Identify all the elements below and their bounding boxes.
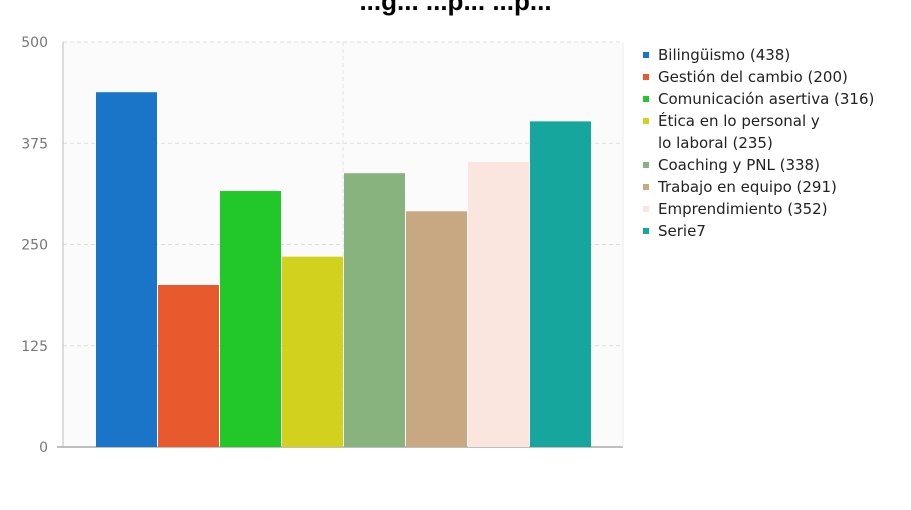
legend-swatch — [643, 228, 649, 234]
legend-label: lo laboral (235) — [658, 134, 773, 152]
legend-item: Comunicación asertiva (316) — [641, 88, 874, 110]
legend-label: Bilingüismo (438) — [658, 46, 791, 64]
y-tick-label: 250 — [21, 238, 48, 254]
legend-label: Ética en lo personal y — [658, 112, 820, 130]
bar-3 — [220, 191, 281, 447]
legend-swatch — [643, 74, 649, 80]
bar-1 — [96, 92, 157, 447]
legend-item: Gestión del cambio (200) — [641, 66, 874, 88]
legend-item: Serie7 — [641, 220, 874, 242]
legend-label: Serie7 — [658, 222, 706, 240]
legend-label: Comunicación asertiva (316) — [658, 90, 875, 108]
legend-label: Coaching y PNL (338) — [658, 156, 820, 174]
legend-label: Gestión del cambio (200) — [658, 68, 848, 86]
legend-item: Bilingüismo (438) — [641, 44, 874, 66]
bar-7 — [468, 161, 529, 447]
legend-item: Trabajo en equipo (291) — [641, 176, 874, 198]
chart-title: ...g... ...p... ...p... — [359, 0, 552, 16]
bar-6 — [406, 211, 467, 447]
bar-8 — [530, 121, 591, 447]
chart-legend: Bilingüismo (438) Gestión del cambio (200… — [641, 44, 874, 242]
y-tick-label: 125 — [21, 339, 48, 355]
bar-5 — [344, 173, 405, 447]
legend-item: Emprendimiento (352) — [641, 198, 874, 220]
legend-label: Trabajo en equipo (291) — [658, 178, 837, 196]
legend-swatch — [643, 96, 649, 102]
legend-item: Coaching y PNL (338) — [641, 154, 874, 176]
bar-2 — [158, 285, 219, 447]
y-tick-label: 500 — [21, 35, 48, 51]
legend-label: Emprendimiento (352) — [658, 200, 828, 218]
legend-swatch — [643, 206, 649, 212]
bar-4 — [282, 256, 343, 447]
legend-swatch — [643, 118, 649, 124]
y-tick-label: 0 — [39, 440, 48, 456]
legend-swatch — [643, 52, 649, 58]
legend-swatch — [643, 184, 649, 190]
legend-item: Ética en lo personal y lo laboral (235) — [641, 110, 874, 154]
legend-swatch — [643, 162, 649, 168]
y-tick-label: 375 — [21, 136, 48, 152]
